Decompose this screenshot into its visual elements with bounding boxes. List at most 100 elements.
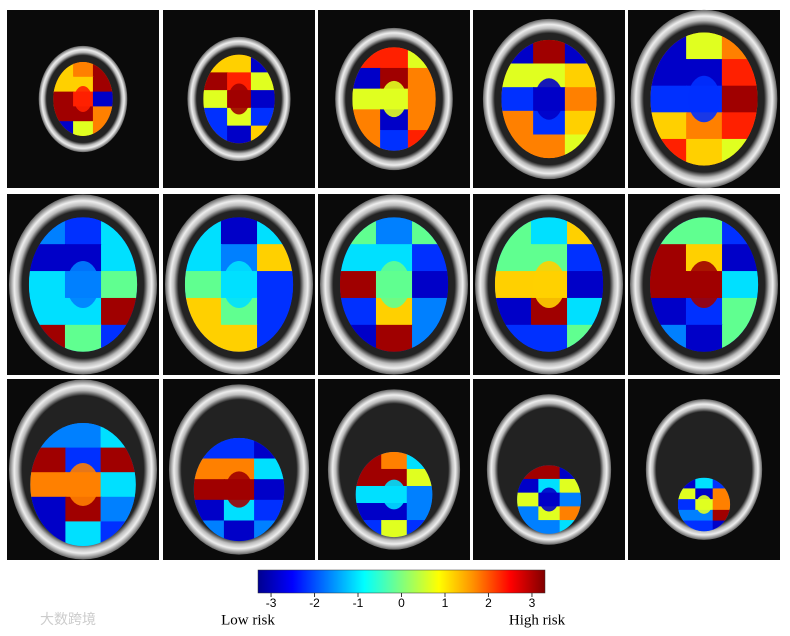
brain-region xyxy=(380,109,409,132)
brain-center xyxy=(696,495,712,514)
low-risk-label: Low risk xyxy=(221,612,275,628)
brain-center xyxy=(382,479,406,510)
brain-region xyxy=(517,478,540,494)
brain-center xyxy=(225,471,253,508)
panel-grid xyxy=(7,9,780,560)
brain-region xyxy=(220,324,259,352)
brain-region xyxy=(406,468,433,487)
brain-region xyxy=(685,324,724,352)
brain-region xyxy=(355,468,383,487)
colorbar-tick-label: 1 xyxy=(442,596,449,610)
colorbar-tick-label: 2 xyxy=(485,596,492,610)
brain-region xyxy=(203,72,229,92)
brain-region xyxy=(685,217,724,246)
brain-region xyxy=(559,492,581,508)
brain-map xyxy=(184,217,294,352)
brain-region xyxy=(250,72,275,92)
brain-region xyxy=(375,217,414,246)
brain-region xyxy=(406,485,433,505)
colorbar-tick-label: -3 xyxy=(266,596,277,610)
brain-region xyxy=(381,451,408,470)
brain-region xyxy=(73,106,94,123)
brain-region xyxy=(567,271,604,299)
brain-region xyxy=(380,47,409,69)
brain-region xyxy=(352,88,382,111)
brain-region xyxy=(677,509,697,522)
brain-region xyxy=(101,271,138,299)
brain-region xyxy=(254,479,285,501)
brain-region xyxy=(494,271,532,299)
brain-map xyxy=(339,217,449,352)
brain-region xyxy=(352,109,382,132)
brain-region xyxy=(203,107,229,127)
brain-region xyxy=(533,134,566,159)
brain-region xyxy=(407,109,436,132)
brain-region xyxy=(695,520,714,532)
brain-center xyxy=(687,75,721,123)
brain-region xyxy=(250,90,275,109)
brain-region xyxy=(712,488,731,501)
brain-region xyxy=(381,520,408,538)
brain-region xyxy=(406,503,433,522)
colorbar-tick-label: -1 xyxy=(353,596,364,610)
brain-region xyxy=(65,521,102,546)
brain-region xyxy=(203,90,229,109)
brain-region xyxy=(30,472,67,498)
colorbar-gradient xyxy=(257,569,546,594)
brain-center xyxy=(381,80,407,118)
brain-region xyxy=(530,324,569,352)
brain-region xyxy=(517,506,540,522)
brain-region xyxy=(223,437,256,460)
brain-region xyxy=(650,85,688,114)
brain-region xyxy=(227,125,252,144)
brain-region xyxy=(538,465,561,480)
colorbar: -3 -2 -1 0 1 2 3 xyxy=(257,569,546,610)
brain-center xyxy=(534,78,564,120)
brain-region xyxy=(412,271,449,299)
brain-region xyxy=(695,488,714,501)
brain-region xyxy=(53,91,75,108)
high-risk-label: High risk xyxy=(509,612,566,628)
brain-region xyxy=(407,67,436,90)
brain-region xyxy=(712,509,731,522)
brain-region xyxy=(92,76,113,93)
brain-region xyxy=(538,506,561,522)
brain-region xyxy=(250,107,275,127)
colorbar-tick-label: 0 xyxy=(398,596,405,610)
brain-center xyxy=(66,260,100,309)
brain-region xyxy=(559,506,581,522)
brain-region xyxy=(677,499,697,511)
brain-region xyxy=(686,138,723,166)
brain-region xyxy=(92,106,113,123)
colorbar-tick-label: 3 xyxy=(529,596,536,610)
brain-region xyxy=(564,87,597,112)
brain-region xyxy=(92,91,113,108)
skull xyxy=(645,399,763,540)
brain-region xyxy=(64,324,103,352)
brain-region xyxy=(73,62,94,78)
brain-region xyxy=(517,492,540,508)
brain-region xyxy=(193,479,225,501)
brain-region xyxy=(193,458,225,481)
brain-region xyxy=(686,32,723,61)
brain-region xyxy=(649,271,687,299)
brain-region xyxy=(223,520,256,542)
brain-region xyxy=(100,472,136,498)
brain-region xyxy=(193,499,225,522)
brain-region xyxy=(352,67,382,90)
brain-region xyxy=(375,324,414,352)
brain-region xyxy=(530,217,569,246)
brain-region xyxy=(73,121,94,136)
brain-center xyxy=(67,462,99,507)
brain-region xyxy=(65,423,102,449)
brain-region xyxy=(64,217,103,246)
brain-center xyxy=(228,83,250,115)
brain-region xyxy=(538,520,561,534)
brain-region xyxy=(712,499,731,511)
brain-center xyxy=(532,260,566,309)
brain-region xyxy=(339,271,377,299)
brain-region xyxy=(227,107,252,127)
brain-region xyxy=(28,271,66,299)
brain-region xyxy=(722,271,759,299)
